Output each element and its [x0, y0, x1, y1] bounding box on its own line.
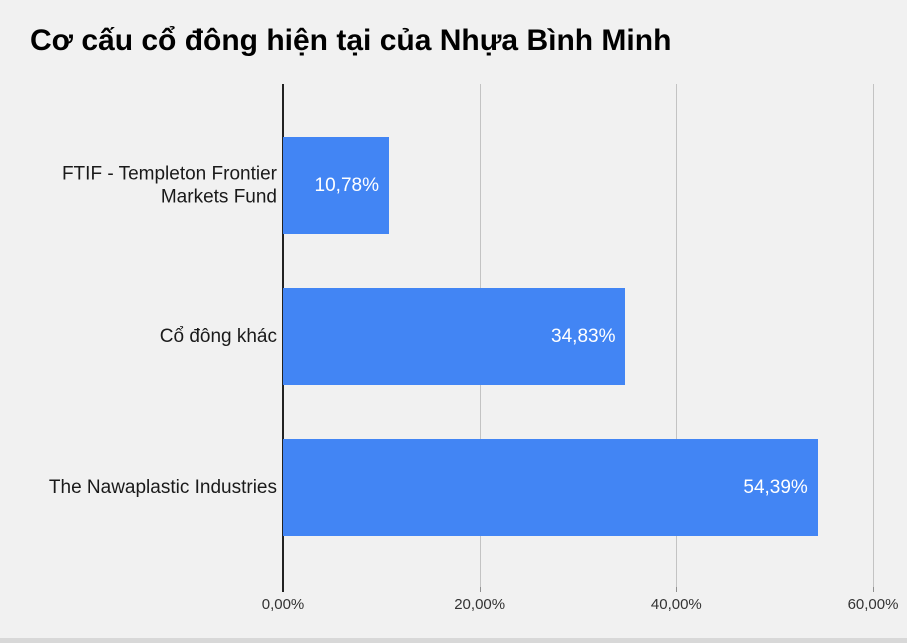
gridline-60 [873, 84, 874, 587]
bar-value-label: 34,83% [551, 325, 616, 347]
x-tick-label: 0,00% [261, 596, 305, 613]
x-tick-mark [873, 587, 874, 592]
chart-row: FTIF - Templeton Frontier Markets Fund 1… [0, 137, 907, 234]
chart-row: Cổ đông khác 34,83% [0, 288, 907, 385]
category-label: The Nawaplastic Industries [48, 476, 277, 498]
x-tick-label: 60,00% [847, 596, 899, 613]
bar-nawaplastic[interactable]: 54,39% [283, 439, 818, 536]
chart-title: Cơ cấu cổ đông hiện tại của Nhựa Bình Mi… [30, 24, 672, 57]
bar-co-dong-khac[interactable]: 34,83% [283, 288, 626, 385]
bar-ftif-templeton[interactable]: 10,78% [283, 137, 389, 234]
gridline-40 [676, 84, 678, 587]
category-label: FTIF - Templeton Frontier Markets Fund [61, 162, 277, 208]
x-tick-mark [282, 587, 284, 592]
category-label: Cổ đông khác [159, 325, 277, 347]
x-tick-mark [676, 587, 678, 592]
chart-row: The Nawaplastic Industries 54,39% [0, 439, 907, 536]
plot-area: 0,00% 20,00% 40,00% 60,00% FTIF - Temple… [0, 84, 907, 613]
x-tick-label: 20,00% [454, 596, 506, 613]
bar-value-label: 10,78% [314, 174, 379, 196]
x-tick-label: 40,00% [650, 596, 702, 613]
window-bottom-edge [0, 638, 907, 643]
x-tick-mark [479, 587, 481, 592]
bar-value-label: 54,39% [743, 476, 808, 498]
